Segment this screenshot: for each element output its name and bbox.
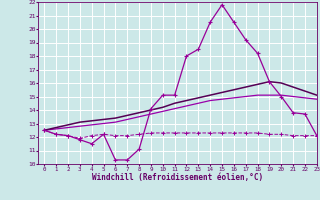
X-axis label: Windchill (Refroidissement éolien,°C): Windchill (Refroidissement éolien,°C): [92, 173, 263, 182]
